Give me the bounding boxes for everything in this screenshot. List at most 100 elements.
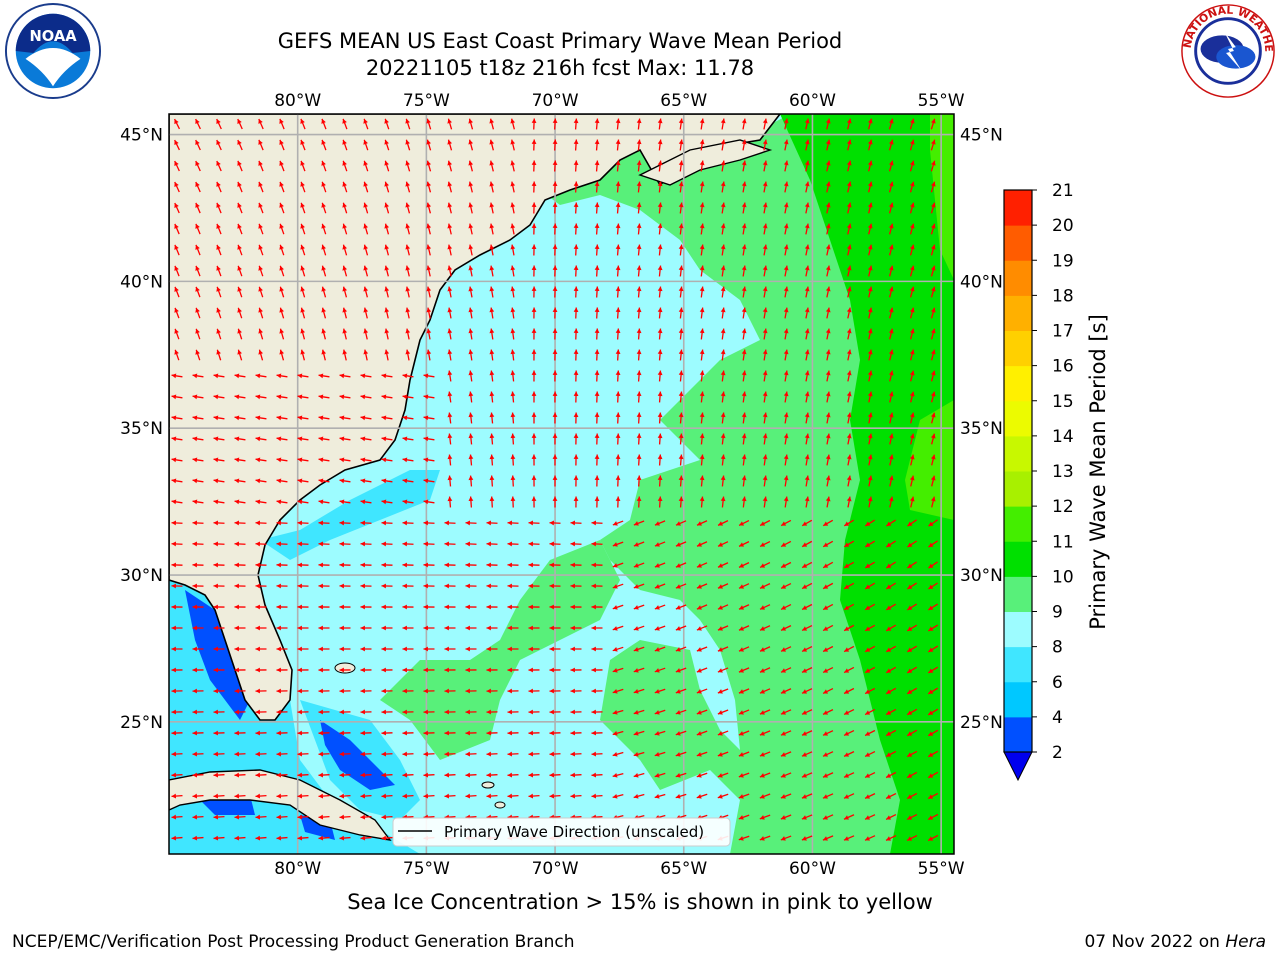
wave-arrow [615, 244, 621, 256]
wave-arrow [297, 667, 309, 673]
wave-arrow [234, 415, 246, 421]
wave-arrow [510, 202, 516, 214]
wave-arrow [444, 709, 456, 715]
wave-arrow [885, 687, 897, 695]
wave-arrow [843, 772, 855, 778]
wave-arrow [300, 181, 306, 193]
wave-arrow [909, 349, 915, 361]
wave-arrow [381, 604, 393, 610]
wave-arrow [636, 475, 642, 487]
wave-arrow [237, 328, 243, 340]
wave-arrow [804, 286, 810, 298]
wave-arrow [783, 370, 789, 382]
wave-arrow [654, 709, 666, 715]
lon-tick-bottom: 75°W [403, 859, 450, 879]
lat-tick-right: 30°N [960, 566, 1003, 586]
wave-arrow [741, 412, 747, 424]
wave-arrow [216, 244, 222, 256]
wave-arrow [384, 118, 390, 130]
wave-arrow [402, 667, 414, 673]
wave-arrow [822, 519, 834, 527]
wave-arrow [843, 519, 855, 527]
wave-arrow [531, 454, 537, 466]
wave-arrow [759, 751, 771, 757]
wave-arrow [699, 370, 705, 382]
wave-arrow [381, 730, 393, 736]
wave-arrow [612, 793, 624, 799]
wave-arrow [321, 328, 327, 340]
wave-arrow [594, 286, 600, 298]
wave-arrow [195, 160, 201, 172]
wave-arrow [657, 475, 663, 487]
wave-arrow [510, 349, 516, 361]
wave-arrow [447, 370, 453, 382]
wave-arrow [444, 793, 456, 799]
wave-arrow [468, 286, 474, 298]
wave-arrow [486, 604, 498, 610]
wave-arrow [195, 349, 201, 361]
wave-arrow [318, 646, 330, 652]
wave-arrow [192, 457, 204, 463]
wave-arrow [678, 139, 684, 151]
wave-arrow [360, 541, 372, 547]
wave-arrow [549, 562, 561, 568]
wave-arrow [717, 772, 729, 778]
wave-arrow [696, 604, 708, 610]
colorbar-segment [1004, 330, 1032, 367]
wave-arrow [738, 604, 750, 610]
wave-arrow [636, 286, 642, 298]
wave-arrow [867, 160, 873, 172]
wave-arrow [699, 328, 705, 340]
wave-arrow [468, 244, 474, 256]
wave-arrow [318, 667, 330, 673]
wave-arrow [234, 373, 246, 379]
wave-arrow [447, 139, 453, 151]
wave-arrow [549, 583, 561, 589]
wave-arrow [927, 834, 939, 842]
wave-arrow [234, 667, 246, 673]
wave-arrow [594, 328, 600, 340]
wave-arrow [591, 604, 603, 610]
wave-arrow [531, 223, 537, 235]
wave-arrow [885, 645, 897, 653]
wave-arrow [657, 412, 663, 424]
wave-arrow [405, 307, 411, 319]
wave-arrow [570, 625, 582, 631]
wave-arrow [381, 667, 393, 673]
wave-arrow [759, 793, 771, 799]
wave-arrow [234, 625, 246, 631]
wave-arrow [699, 286, 705, 298]
wave-arrow [780, 519, 792, 527]
wave-arrow [570, 667, 582, 673]
wave-arrow [825, 433, 831, 445]
wave-arrow [636, 118, 642, 130]
wave-arrow [426, 139, 432, 151]
wave-arrow [360, 436, 372, 442]
wave-arrow [318, 751, 330, 757]
wave-arrow [465, 625, 477, 631]
wave-arrow [342, 286, 348, 298]
colorbar-segment [1004, 365, 1032, 402]
wave-arrow [297, 457, 309, 463]
wave-arrow [174, 223, 180, 235]
wave-arrow [636, 139, 642, 151]
wave-arrow [507, 667, 519, 673]
wave-arrow [405, 202, 411, 214]
wave-arrow [885, 603, 897, 611]
wave-arrow [171, 646, 183, 652]
wave-arrow [360, 583, 372, 589]
wave-arrow [573, 286, 579, 298]
wave-arrow [633, 751, 645, 757]
wave-arrow [423, 394, 435, 400]
wave-arrow [549, 667, 561, 673]
wave-arrow [864, 708, 876, 716]
wave-arrow [696, 625, 708, 631]
wave-arrow [531, 475, 537, 487]
wave-arrow [594, 202, 600, 214]
wave-arrow [594, 160, 600, 172]
wave-arrow [552, 496, 558, 508]
wave-arrow [510, 433, 516, 445]
wave-arrow [843, 835, 855, 841]
chart-subtitle: 20221105 t18z 216h fcst Max: 11.78 [365, 56, 755, 80]
wave-arrow [510, 412, 516, 424]
